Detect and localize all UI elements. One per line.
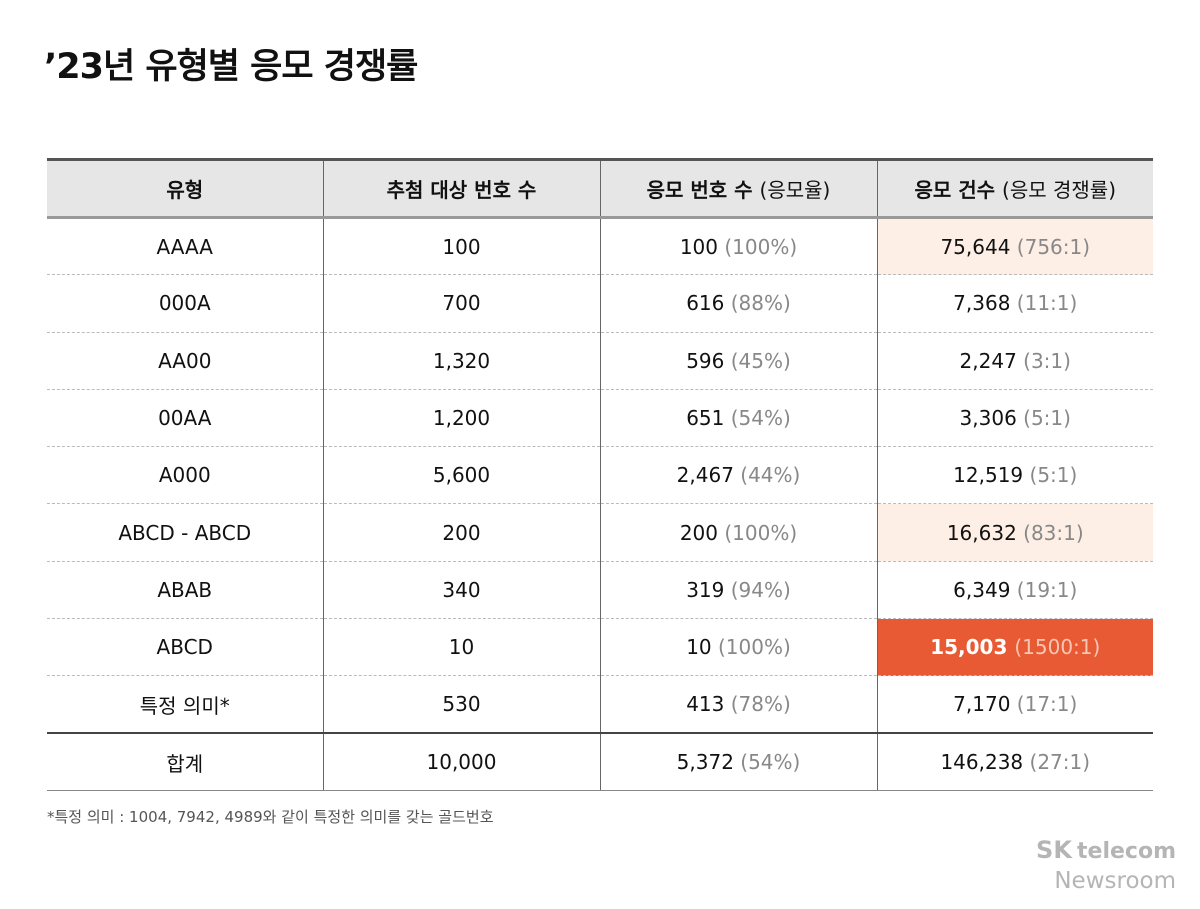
cell-count: 7,170 (17:1) bbox=[876, 675, 1153, 734]
cell-target: 700 bbox=[322, 274, 600, 333]
cell-applied: 200 (100%) bbox=[599, 503, 877, 562]
cell-target: 530 bbox=[322, 675, 600, 734]
cell-applied: 616 (88%) bbox=[599, 274, 877, 333]
table-row: ABCD 10 10 (100%) 15,003 (1500:1) bbox=[47, 618, 1153, 677]
cell-applied: 2,467 (44%) bbox=[599, 446, 877, 505]
table-row: ABCD - ABCD 200 200 (100%) 16,632 (83:1) bbox=[47, 503, 1153, 562]
cell-target: 340 bbox=[322, 561, 600, 620]
table-row: 000A 700 616 (88%) 7,368 (11:1) bbox=[47, 274, 1153, 333]
cell-applied: 100 (100%) bbox=[599, 217, 877, 276]
cell-count: 2,247 (3:1) bbox=[876, 332, 1153, 390]
competition-table: 유형 추첨 대상 번호 수 응모 번호 수 (응모율) 응모 건수 (응모 경쟁… bbox=[47, 158, 1153, 791]
table-row: AAAA 100 100 (100%) 75,644 (756:1) bbox=[47, 217, 1153, 276]
cell-type: A000 bbox=[47, 446, 323, 505]
cell-target: 10 bbox=[322, 618, 600, 677]
header-applied: 응모 번호 수 (응모율) bbox=[599, 158, 877, 219]
header-target: 추첨 대상 번호 수 bbox=[322, 158, 600, 219]
cell-applied: 651 (54%) bbox=[599, 389, 877, 448]
header-type: 유형 bbox=[47, 158, 323, 219]
footnote: *특정 의미 : 1004, 7942, 4989와 같이 특정한 의미를 갖는… bbox=[47, 808, 494, 826]
cell-applied: 319 (94%) bbox=[599, 561, 877, 620]
table-row: ABAB 340 319 (94%) 6,349 (19:1) bbox=[47, 561, 1153, 620]
cell-type: 합계 bbox=[47, 732, 323, 791]
cell-target: 10,000 bbox=[322, 732, 600, 791]
cell-applied: 10 (100%) bbox=[599, 618, 877, 677]
cell-type: AAAA bbox=[47, 217, 323, 276]
cell-target: 1,200 bbox=[322, 389, 600, 448]
sk-telecom-newsroom-logo: SK telecom Newsroom bbox=[1036, 836, 1176, 894]
cell-type: ABAB bbox=[47, 561, 323, 620]
cell-count: 12,519 (5:1) bbox=[876, 446, 1153, 505]
cell-count: 16,632 (83:1) bbox=[876, 503, 1153, 562]
cell-count: 146,238 (27:1) bbox=[876, 732, 1153, 791]
table-header-row: 유형 추첨 대상 번호 수 응모 번호 수 (응모율) 응모 건수 (응모 경쟁… bbox=[47, 158, 1153, 219]
cell-applied: 596 (45%) bbox=[599, 332, 877, 390]
cell-count: 75,644 (756:1) bbox=[876, 217, 1153, 276]
cell-target: 100 bbox=[322, 217, 600, 276]
cell-count: 6,349 (19:1) bbox=[876, 561, 1153, 620]
cell-type: 000A bbox=[47, 274, 323, 333]
cell-applied: 5,372 (54%) bbox=[599, 732, 877, 791]
cell-type: 00AA bbox=[47, 389, 323, 448]
cell-type: ABCD - ABCD bbox=[47, 503, 323, 562]
cell-target: 200 bbox=[322, 503, 600, 562]
table-row: 특정 의미* 530 413 (78%) 7,170 (17:1) bbox=[47, 675, 1153, 734]
total-row: 합계 10,000 5,372 (54%) 146,238 (27:1) bbox=[47, 732, 1153, 791]
cell-count: 15,003 (1500:1) bbox=[876, 618, 1153, 677]
table-row: A000 5,600 2,467 (44%) 12,519 (5:1) bbox=[47, 446, 1153, 505]
cell-target: 1,320 bbox=[322, 332, 600, 390]
table-row: AA00 1,320 596 (45%) 2,247 (3:1) bbox=[47, 332, 1153, 390]
cell-count: 7,368 (11:1) bbox=[876, 274, 1153, 333]
cell-type: 특정 의미* bbox=[47, 675, 323, 734]
cell-type: AA00 bbox=[47, 332, 323, 390]
cell-target: 5,600 bbox=[322, 446, 600, 505]
cell-count: 3,306 (5:1) bbox=[876, 389, 1153, 448]
page-title: ’23년 유형별 응모 경쟁률 bbox=[44, 47, 418, 87]
header-count: 응모 건수 (응모 경쟁률) bbox=[876, 158, 1153, 219]
cell-applied: 413 (78%) bbox=[599, 675, 877, 734]
table-row: 00AA 1,200 651 (54%) 3,306 (5:1) bbox=[47, 389, 1153, 448]
cell-type: ABCD bbox=[47, 618, 323, 677]
